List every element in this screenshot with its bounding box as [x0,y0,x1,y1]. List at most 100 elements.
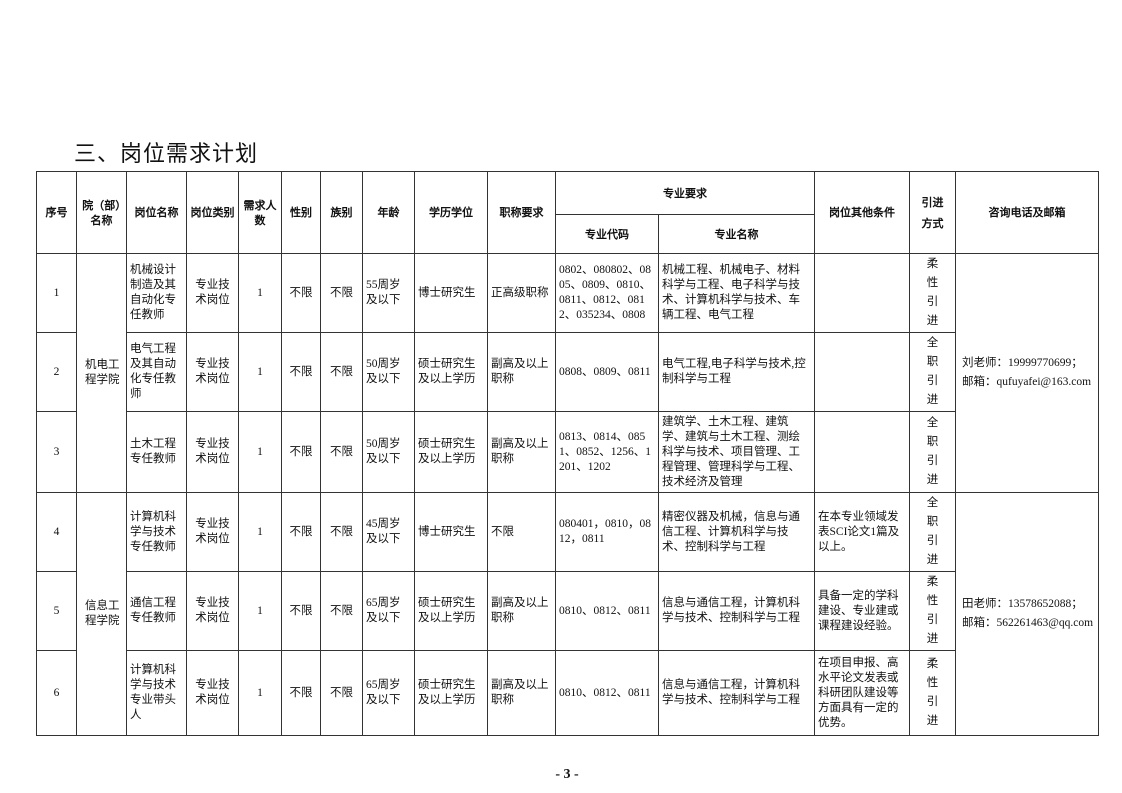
cell-codes: 0810、0812、0811 [555,571,659,651]
table-row: 6 计算机科学与技术专业带头人 专业技术岗位 1 不限 不限 65周岁及以下 硕士研究生及以上… [36,650,1099,736]
cell-other: 在本专业领域发表SCI论文1篇及以上。 [814,492,910,572]
cell-post: 机械设计制造及其自动化专任教师 [126,253,187,333]
job-demand-table: 序号 院（部）名称 岗位名称 岗位类别 需求人数 性别 族别 年龄 学历学位 职… [36,171,1099,736]
cell-gender: 不限 [281,492,321,572]
cell-majors: 精密仪器及机械，信息与通信工程、计算机科学与技术、控制科学与工程 [658,492,815,572]
cell-post: 电气工程及其自动化专任教师 [126,332,187,412]
cell-other [814,411,910,493]
header-ethnicity: 族别 [320,171,363,254]
header-other: 岗位其他条件 [814,171,910,254]
cell-count: 1 [238,650,282,736]
cell-count: 1 [238,411,282,493]
cell-age: 65周岁及以下 [362,571,415,651]
header-type: 岗位类别 [186,171,239,254]
cell-rank: 正高级职称 [487,253,556,333]
header-count: 需求人数 [238,171,282,254]
contact-email: 邮箱：qufuyafei@163.com [962,376,1092,388]
header-edu: 学历学位 [414,171,488,254]
cell-edu: 博士研究生 [414,253,488,333]
cell-majors: 信息与通信工程，计算机科学与技术、控制科学与工程 [658,571,815,651]
cell-rank: 副高及以上职称 [487,411,556,493]
cell-no: 5 [36,571,77,651]
cell-method: 全职引进 [909,332,956,412]
cell-age: 50周岁及以下 [362,332,415,412]
header-age: 年龄 [362,171,415,254]
header-dept: 院（部）名称 [76,171,127,254]
cell-codes: 080401，0810，0812，0811 [555,492,659,572]
cell-codes: 0810、0812、0811 [555,650,659,736]
cell-edu: 博士研究生 [414,492,488,572]
cell-no: 3 [36,411,77,493]
cell-type: 专业技术岗位 [186,332,239,412]
header-contact: 咨询电话及邮箱 [955,171,1099,254]
subheader-row: 专业代码 专业名称 [37,214,1099,254]
cell-other [814,253,910,333]
cell-other [814,332,910,412]
cell-age: 55周岁及以下 [362,253,415,333]
section-title: 三、岗位需求计划 [74,142,259,167]
cell-gender: 不限 [281,332,321,412]
cell-other: 具备一定的学科建设、专业建或课程建设经验。 [814,571,910,651]
cell-count: 1 [238,492,282,572]
method-label: 柔性引进 [926,576,945,645]
cell-edu: 硕士研究生及以上学历 [414,332,488,412]
method-label: 全职引进 [926,417,945,486]
cell-rank: 副高及以上职称 [487,332,556,412]
cell-dept: 信息工程学院 [76,492,127,736]
table-row: 1 机电工程学院 机械设计制造及其自动化专任教师 专业技术岗位 1 不限 不限 55周岁及以下… [36,253,1099,493]
cell-method: 全职引进 [909,411,956,493]
method-label: 柔性引进 [926,658,945,727]
cell-no: 4 [36,492,77,572]
cell-dept: 机电工程学院 [76,253,127,493]
cell-contact: 刘老师：19999770699； 邮箱：qufuyafei@163.com [955,253,1099,493]
cell-method: 柔性引进 [909,650,956,736]
cell-count: 1 [238,571,282,651]
header-method-label: 引进方式 [921,195,944,230]
cell-type: 专业技术岗位 [186,492,239,572]
cell-ethnicity: 不限 [320,650,363,736]
cell-type: 专业技术岗位 [186,650,239,736]
cell-edu: 硕士研究生及以上学历 [414,411,488,493]
page-number: - 3 - [555,767,579,782]
cell-age: 65周岁及以下 [362,650,415,736]
cell-gender: 不限 [281,650,321,736]
header-rank: 职称要求 [487,171,556,254]
page-content: 三、岗位需求计划 序号 院（部）名称 岗位名称 岗位类别 需求人数 性别 族别 … [36,140,1099,784]
cell-codes: 0808、0809、0811 [555,332,659,412]
header-majors: 专业名称 [658,214,815,254]
header-row: 序号 院（部）名称 岗位名称 岗位类别 需求人数 性别 族别 年龄 学历学位 职… [36,171,1099,254]
table-row: 4 信息工程学院 计算机科学与技术专任教师 专业技术岗位 1 不限 不限 45周岁及以下 博士研… [36,492,1099,736]
cell-count: 1 [238,332,282,412]
header-no: 序号 [36,171,77,254]
table-row: 5 通信工程专任教师 专业技术岗位 1 不限 不限 65周岁及以下 硕士研究生及以上学历 副高及… [36,571,1099,651]
cell-post: 通信工程专任教师 [126,571,187,651]
cell-age: 45周岁及以下 [362,492,415,572]
cell-type: 专业技术岗位 [186,571,239,651]
cell-ethnicity: 不限 [320,411,363,493]
cell-rank: 副高及以上职称 [487,650,556,736]
cell-method: 柔性引进 [909,253,956,333]
cell-codes: 0813、0814、0851、0852、1256、1201、1202 [555,411,659,493]
header-post: 岗位名称 [126,171,187,254]
contact-phone: 刘老师：19999770699； [962,357,1083,369]
cell-other: 在项目申报、高水平论文发表或科研团队建设等方面具有一定的优势。 [814,650,910,736]
method-label: 柔性引进 [926,258,945,327]
cell-majors: 机械工程、机械电子、材料科学与工程、电子科学与技术、计算机科学与技术、车辆工程、… [658,253,815,333]
cell-codes: 0802、080802、0805、0809、0810、0811、0812、081… [555,253,659,333]
cell-no: 6 [36,650,77,736]
cell-majors: 建筑学、土木工程、建筑学、建筑与土木工程、测绘科学与技术、项目管理、工程管理、管… [658,411,815,493]
cell-count: 1 [238,253,282,333]
method-label: 全职引进 [926,337,945,406]
cell-no: 2 [36,332,77,412]
cell-gender: 不限 [281,253,321,333]
cell-method: 全职引进 [909,492,956,572]
cell-majors: 信息与通信工程，计算机科学与技术、控制科学与工程 [658,650,815,736]
cell-edu: 硕士研究生及以上学历 [414,571,488,651]
cell-post: 计算机科学与技术专任教师 [126,492,187,572]
cell-gender: 不限 [281,411,321,493]
table-row: 2 电气工程及其自动化专任教师 专业技术岗位 1 不限 不限 50周岁及以下 硕士研究生及以上… [36,332,1099,412]
contact-phone: 田老师：13578652088； [962,598,1083,610]
cell-method: 柔性引进 [909,571,956,651]
cell-ethnicity: 不限 [320,571,363,651]
cell-ethnicity: 不限 [320,492,363,572]
